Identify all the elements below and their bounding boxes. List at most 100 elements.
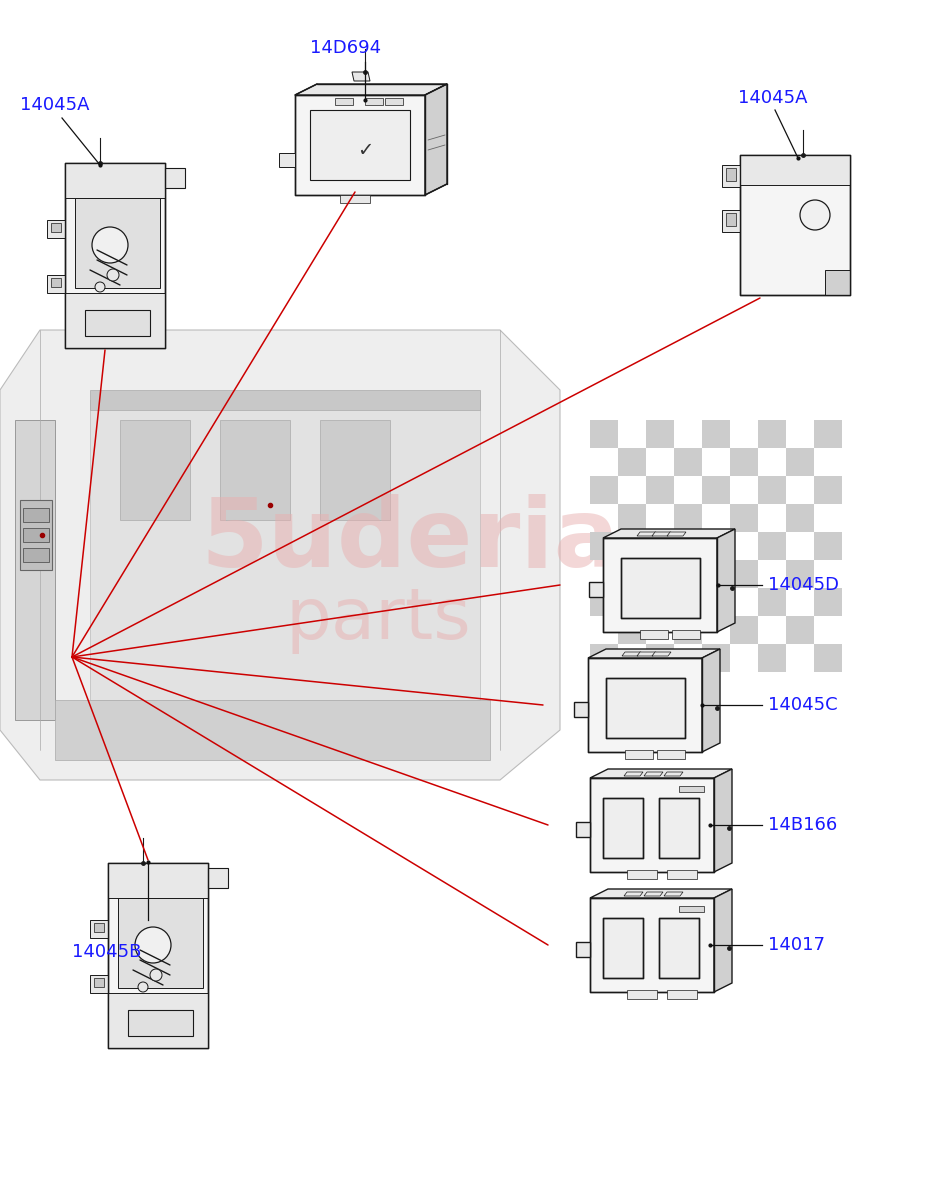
Polygon shape <box>335 98 353 104</box>
Bar <box>646 644 674 672</box>
Bar <box>702 532 730 560</box>
Polygon shape <box>664 772 683 776</box>
Polygon shape <box>165 168 185 188</box>
Polygon shape <box>588 658 702 752</box>
Polygon shape <box>340 194 370 203</box>
Polygon shape <box>722 164 740 187</box>
Bar <box>618 616 646 644</box>
Bar <box>786 560 814 588</box>
Polygon shape <box>0 330 560 780</box>
Bar <box>590 420 618 448</box>
Polygon shape <box>94 978 104 986</box>
Polygon shape <box>576 822 590 838</box>
Bar <box>590 476 618 504</box>
Polygon shape <box>108 863 208 898</box>
Bar <box>758 420 786 448</box>
Polygon shape <box>726 214 736 226</box>
Polygon shape <box>702 649 720 752</box>
Polygon shape <box>118 898 203 988</box>
Bar <box>646 476 674 504</box>
Polygon shape <box>603 798 643 858</box>
Polygon shape <box>320 420 390 520</box>
Polygon shape <box>637 652 656 656</box>
Bar <box>758 644 786 672</box>
Polygon shape <box>85 310 150 336</box>
Circle shape <box>800 200 830 230</box>
Polygon shape <box>588 649 720 658</box>
Bar <box>590 476 618 504</box>
Polygon shape <box>657 750 685 758</box>
Bar <box>730 448 758 476</box>
Polygon shape <box>90 974 108 994</box>
Bar <box>702 588 730 616</box>
Bar <box>758 644 786 672</box>
Bar <box>814 588 842 616</box>
Polygon shape <box>667 870 697 878</box>
Polygon shape <box>637 532 656 536</box>
Polygon shape <box>603 538 717 632</box>
Bar <box>758 588 786 616</box>
Bar <box>702 532 730 560</box>
Polygon shape <box>659 798 699 858</box>
Bar <box>618 504 646 532</box>
Bar <box>758 532 786 560</box>
Bar <box>674 560 702 588</box>
Text: 14017: 14017 <box>768 936 825 954</box>
Bar <box>730 504 758 532</box>
Bar <box>758 532 786 560</box>
Circle shape <box>138 982 148 992</box>
Polygon shape <box>576 942 590 958</box>
Bar <box>758 588 786 616</box>
Polygon shape <box>220 420 290 520</box>
Bar <box>23 548 49 562</box>
Text: 14D694: 14D694 <box>310 38 381 56</box>
Polygon shape <box>90 390 480 410</box>
Polygon shape <box>717 529 735 632</box>
Bar <box>646 588 674 616</box>
Polygon shape <box>310 110 410 180</box>
Bar <box>814 476 842 504</box>
Polygon shape <box>659 918 699 978</box>
Polygon shape <box>108 994 208 1048</box>
Polygon shape <box>603 529 735 538</box>
Bar <box>786 504 814 532</box>
Polygon shape <box>640 630 668 638</box>
Bar <box>646 588 674 616</box>
Polygon shape <box>679 906 704 912</box>
Bar <box>786 504 814 532</box>
Polygon shape <box>714 769 732 872</box>
Bar <box>674 448 702 476</box>
Polygon shape <box>279 152 295 167</box>
Polygon shape <box>65 163 165 348</box>
Bar <box>618 448 646 476</box>
Polygon shape <box>740 155 850 295</box>
Text: 14045A: 14045A <box>738 89 807 107</box>
Polygon shape <box>47 275 65 293</box>
Polygon shape <box>621 558 700 618</box>
Bar <box>674 560 702 588</box>
Bar <box>786 448 814 476</box>
Bar <box>646 420 674 448</box>
Polygon shape <box>590 889 732 898</box>
Bar <box>730 560 758 588</box>
Polygon shape <box>65 293 165 348</box>
Polygon shape <box>625 750 653 758</box>
Bar <box>702 644 730 672</box>
Bar <box>646 532 674 560</box>
Circle shape <box>95 282 105 292</box>
Polygon shape <box>352 72 370 80</box>
Bar <box>814 476 842 504</box>
Polygon shape <box>714 889 732 992</box>
Bar <box>786 448 814 476</box>
Polygon shape <box>606 678 685 738</box>
Bar <box>674 616 702 644</box>
Bar <box>646 476 674 504</box>
Bar <box>20 500 52 570</box>
Bar <box>646 420 674 448</box>
Circle shape <box>107 269 119 281</box>
Polygon shape <box>51 278 61 287</box>
Bar <box>590 588 618 616</box>
Circle shape <box>135 926 171 962</box>
Polygon shape <box>627 990 657 998</box>
Bar <box>730 448 758 476</box>
